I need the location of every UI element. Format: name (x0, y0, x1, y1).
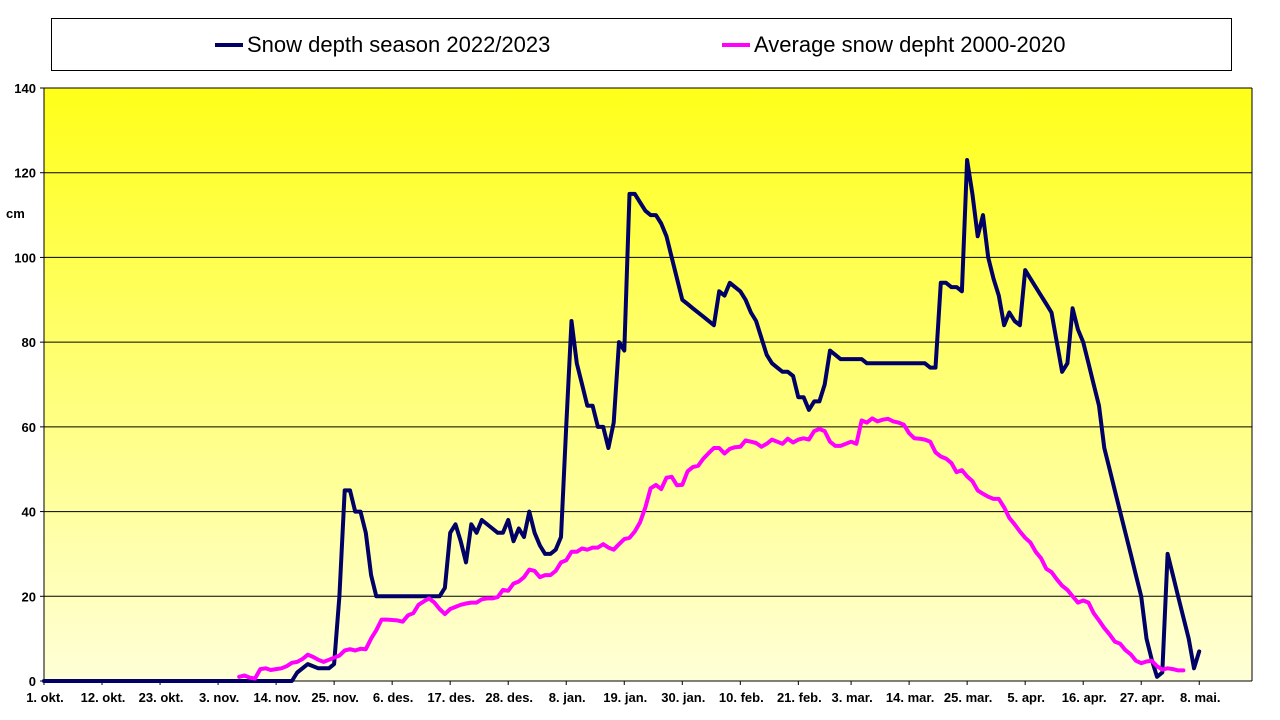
y-tick-label-3: 60 (22, 420, 36, 435)
x-tick-label-8: 28. des. (485, 690, 533, 705)
x-tick-label-15: 14. mar. (886, 690, 934, 705)
x-tick-label-14: 3. mar. (831, 690, 872, 705)
legend: Snow depth season 2022/2023 Average snow… (51, 18, 1232, 71)
x-tick-label-20: 8. mai. (1180, 690, 1220, 705)
x-tick-label-16: 25. mar. (944, 690, 992, 705)
x-tick-label-0: 1. okt. (26, 690, 64, 705)
plot-area (44, 88, 1252, 681)
x-tick-label-12: 10. feb. (719, 690, 764, 705)
y-tick-label-2: 40 (22, 505, 36, 520)
y-tick-label-6: 120 (14, 166, 36, 181)
x-tick-label-7: 17. des. (427, 690, 475, 705)
legend-label-season: Snow depth season 2022/2023 (247, 32, 551, 57)
x-tick-label-10: 19. jan. (603, 690, 647, 705)
x-tick-label-6: 6. des. (373, 690, 413, 705)
x-tick-label-5: 25. nov. (311, 690, 358, 705)
y-tick-label-7: 140 (14, 81, 36, 96)
x-tick-label-4: 14. nov. (253, 690, 300, 705)
y-axis-unit-label: cm (6, 206, 25, 221)
x-tick-label-9: 8. jan. (549, 690, 586, 705)
legend-swatch-average (722, 43, 750, 47)
y-tick-label-5: 100 (14, 250, 36, 265)
series-line-1 (237, 416, 1186, 681)
y-tick-labels: 0 20 40 60 80 100 120 140 (14, 81, 44, 689)
x-tick-label-19: 27. apr. (1120, 690, 1165, 705)
x-tick-label-1: 12. okt. (81, 690, 126, 705)
x-tick-labels: 1. okt. 12. okt. 23. okt. 3. nov. 14. nov. 25… (26, 681, 1220, 705)
y-tick-label-0: 0 (29, 674, 36, 689)
legend-entry-average: Average snow depht 2000-2020 (722, 32, 1066, 58)
y-tick-label-4: 80 (22, 335, 36, 350)
grid-lines (44, 172, 1252, 597)
x-tick-label-17: 5. apr. (1007, 690, 1045, 705)
x-tick-label-2: 23. okt. (139, 690, 184, 705)
x-tick-label-18: 16. apr. (1062, 690, 1107, 705)
x-tick-label-11: 30. jan. (661, 690, 705, 705)
x-tick-label-3: 3. nov. (199, 690, 239, 705)
series-lines (42, 158, 1202, 683)
series-line-0 (42, 158, 1202, 683)
legend-swatch-season (215, 43, 243, 47)
x-tick-label-13: 21. feb. (777, 690, 822, 705)
y-tick-label-1: 20 (22, 589, 36, 604)
legend-label-average: Average snow depht 2000-2020 (754, 32, 1066, 57)
legend-entry-season: Snow depth season 2022/2023 (215, 32, 550, 58)
